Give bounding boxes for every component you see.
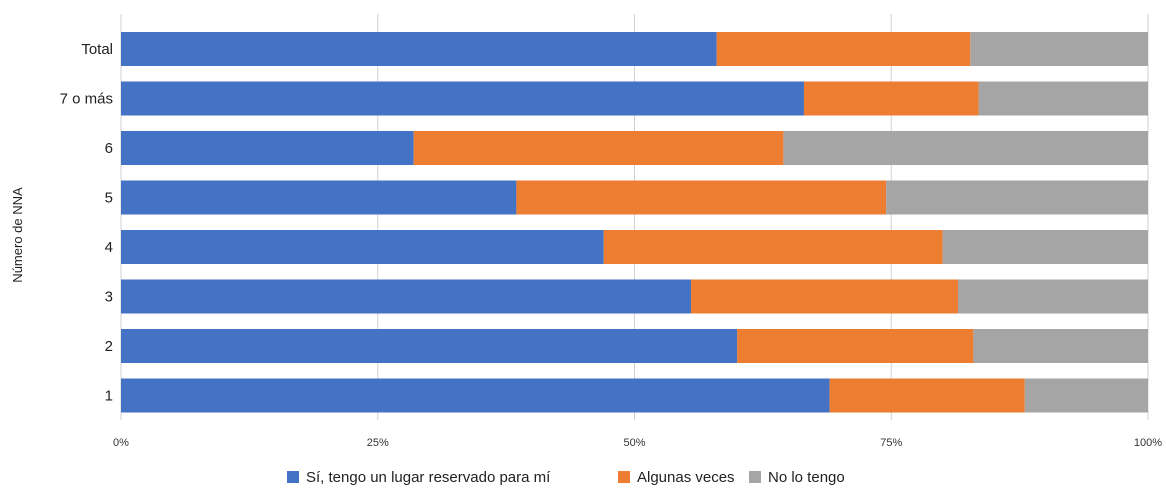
legend: Sí, tengo un lugar reservado para mí Algu… — [287, 469, 845, 486]
category-label: 2 — [105, 338, 113, 355]
bar-segment — [783, 131, 1148, 165]
bar-segment — [886, 180, 1148, 215]
y-axis-title: Número de NNA — [10, 187, 25, 283]
category-label: 1 — [105, 388, 113, 405]
bar-segment — [942, 230, 1148, 264]
bar-segment — [603, 230, 943, 264]
bar-segment — [121, 329, 738, 363]
bar-segment — [803, 81, 979, 116]
legend-label: Sí, tengo un lugar reservado para mí — [306, 469, 551, 486]
legend-swatch — [749, 471, 761, 483]
bar-segment — [973, 329, 1148, 363]
bar-segment — [121, 131, 414, 165]
x-tick-label: 25% — [367, 437, 389, 449]
category-labels: Total 7 o más 6 5 4 3 2 1 — [60, 41, 113, 405]
category-label: 6 — [105, 140, 113, 157]
bar-segment — [413, 131, 784, 165]
bar-segment — [978, 81, 1148, 116]
bar-segment — [121, 32, 717, 66]
legend-swatch — [287, 471, 299, 483]
bars — [121, 32, 1148, 413]
bar-segment — [958, 279, 1148, 314]
bar-segment — [1024, 378, 1148, 413]
legend-label: Algunas veces — [637, 469, 735, 486]
bar-segment — [121, 230, 604, 264]
bar-segment — [121, 180, 517, 215]
bar-segment — [121, 279, 691, 314]
category-label: Total — [81, 41, 113, 58]
x-tick-labels: 0% 25% 50% 75% 100% — [113, 437, 1162, 449]
x-tick-label: 0% — [113, 437, 129, 449]
category-label: 7 o más — [60, 91, 113, 108]
category-label: 3 — [105, 289, 113, 306]
x-tick-label: 75% — [880, 437, 902, 449]
bar-segment — [516, 180, 887, 215]
bar-segment — [829, 378, 1025, 413]
x-tick-label: 100% — [1134, 437, 1162, 449]
legend-swatch — [618, 471, 630, 483]
category-label: 4 — [105, 239, 113, 256]
bar-segment — [970, 32, 1148, 66]
bar-segment — [121, 378, 830, 413]
bar-segment — [716, 32, 971, 66]
bar-segment — [737, 329, 974, 363]
x-tick-label: 50% — [623, 437, 645, 449]
bar-segment — [690, 279, 959, 314]
bar-segment — [121, 81, 804, 116]
legend-label: No lo tengo — [768, 469, 845, 486]
category-label: 5 — [105, 190, 113, 207]
